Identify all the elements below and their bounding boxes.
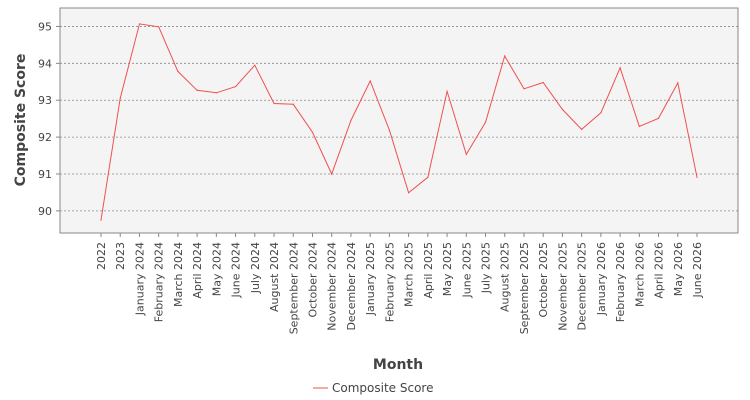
series-layer: [100, 23, 698, 221]
x-tick-label: May 2024: [210, 242, 223, 296]
x-tick-label: June 2025: [460, 242, 473, 298]
data-point: [369, 80, 371, 82]
x-tick-label: December 2025: [576, 242, 589, 331]
x-axis-title: Month: [373, 357, 423, 373]
x-axis-ticks: 2022 2023 January 2024 February 2024 March 2…: [95, 233, 704, 334]
y-tick-label: 92: [38, 131, 52, 144]
x-tick-label: January 2024: [133, 242, 146, 316]
data-point: [331, 173, 333, 175]
data-point: [100, 219, 102, 221]
y-tick-label: 91: [38, 168, 52, 181]
data-point: [196, 89, 198, 91]
y-tick-label: 94: [38, 57, 52, 70]
x-tick-label: February 2025: [383, 242, 396, 322]
x-tick-label: August 2025: [499, 242, 512, 312]
x-tick-label: February 2026: [614, 242, 627, 322]
legend: Composite Score: [313, 381, 433, 395]
data-point: [292, 103, 294, 105]
data-point: [657, 117, 660, 119]
x-tick-label: July 2024: [249, 242, 262, 294]
x-tick-label: February 2024: [153, 242, 166, 322]
data-point: [234, 85, 237, 88]
x-tick-label: May 2026: [672, 242, 685, 296]
x-tick-label: June 2024: [230, 242, 243, 298]
x-tick-label: December 2024: [345, 242, 358, 331]
x-tick-label: October 2025: [537, 242, 550, 318]
x-tick-label: January 2025: [364, 242, 377, 316]
x-tick-label: November 2025: [556, 242, 569, 331]
data-point: [254, 64, 256, 66]
data-point: [138, 23, 141, 25]
plot-area: [59, 7, 739, 234]
data-point: [465, 153, 467, 156]
data-point: [177, 70, 179, 73]
data-point: [561, 108, 564, 111]
data-point: [504, 55, 506, 57]
data-point: [446, 90, 448, 92]
data-point: [427, 176, 429, 178]
data-point: [484, 121, 487, 123]
x-tick-label: April 2024: [191, 242, 204, 299]
data-point: [350, 119, 352, 122]
x-tick-label: 2023: [114, 242, 127, 270]
data-point: [581, 128, 583, 130]
x-tick-label: March 2026: [633, 242, 646, 307]
x-tick-label: August 2024: [268, 242, 281, 312]
data-point: [677, 82, 679, 84]
x-tick-label: July 2025: [480, 242, 493, 294]
legend-label: Composite Score: [332, 381, 433, 395]
y-axis-title: Composite Score: [13, 54, 29, 187]
x-tick-label: 2022: [95, 242, 108, 270]
x-tick-label: January 2026: [595, 242, 608, 316]
y-tick-label: 93: [38, 94, 52, 107]
x-tick-label: September 2025: [518, 242, 531, 334]
data-point: [158, 26, 160, 28]
data-point: [542, 81, 544, 84]
x-tick-label: April 2025: [422, 242, 435, 299]
x-tick-label: October 2024: [306, 242, 319, 318]
x-tick-label: April 2026: [653, 242, 666, 299]
grid-lines: [60, 26, 738, 212]
data-point: [523, 88, 525, 90]
x-tick-label: March 2024: [172, 242, 185, 307]
y-axis-ticks: 90 91 92 93 94 95: [38, 20, 60, 218]
x-tick-label: May 2025: [441, 242, 454, 296]
x-tick-label: November 2024: [326, 242, 339, 331]
data-point: [619, 67, 621, 69]
data-point: [600, 112, 602, 114]
series-line: [100, 23, 698, 221]
data-point: [408, 192, 410, 194]
data-point: [638, 125, 640, 128]
data-point: [696, 176, 698, 178]
y-tick-label: 90: [38, 205, 52, 218]
data-point: [119, 97, 121, 99]
y-tick-label: 95: [38, 20, 52, 33]
x-tick-label: June 2026: [691, 242, 704, 298]
data-point: [311, 131, 314, 133]
x-tick-label: September 2024: [287, 242, 300, 334]
data-point: [273, 102, 275, 105]
x-tick-label: March 2025: [403, 242, 416, 307]
data-point: [388, 129, 390, 131]
data-point: [215, 92, 217, 94]
